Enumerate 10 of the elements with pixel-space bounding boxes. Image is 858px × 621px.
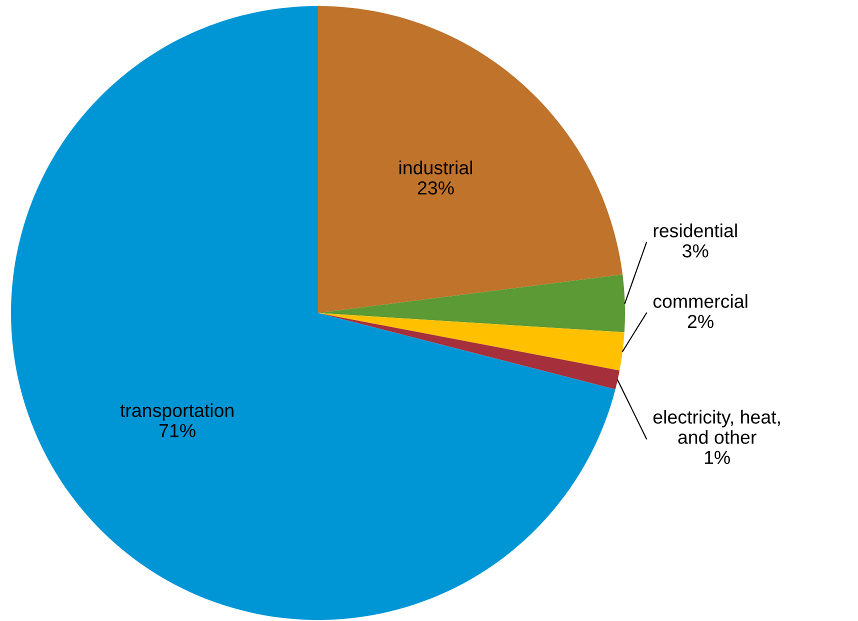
data-label: 23% bbox=[418, 181, 454, 195]
slice-label: commercial bbox=[653, 294, 748, 308]
data-label: 1% bbox=[704, 450, 730, 464]
data-label: 71% bbox=[160, 424, 196, 438]
slice-label: electricity, heat, and other bbox=[653, 410, 780, 444]
slice-label: residential bbox=[654, 224, 737, 238]
data-label: 3% bbox=[682, 244, 708, 258]
slice-label: industrial bbox=[399, 160, 472, 174]
data-label: 2% bbox=[688, 314, 714, 328]
slice-label: transportation bbox=[120, 403, 234, 421]
